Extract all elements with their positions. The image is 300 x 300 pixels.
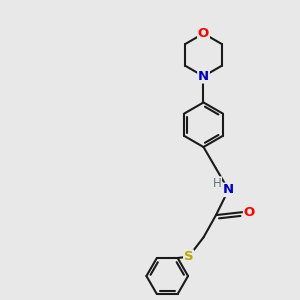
Text: H: H [213,177,221,190]
Text: N: N [198,70,209,83]
Text: S: S [184,250,194,263]
Text: O: O [198,27,209,40]
Text: O: O [244,206,255,219]
Text: N: N [223,183,234,196]
